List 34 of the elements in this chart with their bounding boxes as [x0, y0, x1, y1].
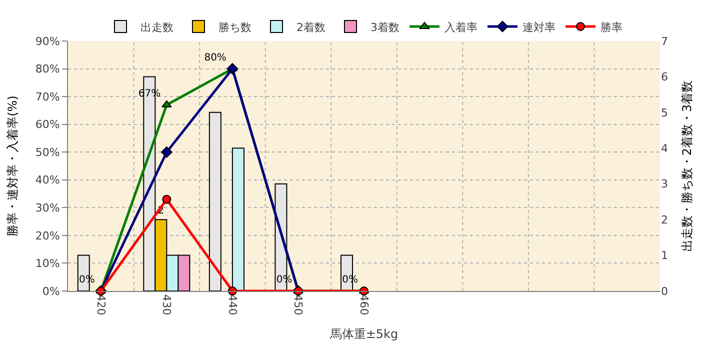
legend-label: 連対率	[522, 20, 556, 34]
y2-tick-label: 4	[661, 142, 668, 155]
y-tick-label: 40%	[35, 174, 60, 187]
legend-label: 勝率	[600, 20, 622, 34]
legend-label: 出走数	[140, 20, 174, 34]
x-tick-label: 460	[357, 294, 370, 316]
y-tick-label: 70%	[35, 90, 60, 104]
y2-tick-label: 1	[661, 249, 668, 262]
x-axis-title: 馬体重±5kg	[328, 327, 398, 342]
x-tick-label: 420	[94, 294, 108, 316]
legend-label: 3着数	[370, 20, 400, 34]
y-tick-label: 10%	[35, 257, 60, 270]
y-tick-label: 30%	[35, 202, 60, 215]
y2-tick-label: 0	[661, 284, 668, 298]
y2-axis-title: 出走数・勝ち数・2着数・3着数	[680, 80, 694, 252]
y-tick-label: 80%	[35, 62, 60, 76]
y2-tick-label: 2	[661, 213, 668, 226]
y-tick-label: 20%	[35, 229, 60, 242]
legend-label: 2着数	[296, 20, 326, 34]
y-axis-title: 勝率・連対率・入着率(%)	[6, 96, 20, 236]
y-tick-label: 90%	[35, 34, 60, 48]
x-tick-label: 440	[226, 294, 239, 316]
y-tick-label: 60%	[35, 118, 60, 132]
y2-tick-label: 5	[661, 106, 668, 120]
x-tick-label: 430	[160, 294, 174, 316]
y-tick-label: 0%	[42, 284, 60, 298]
legend-label: 入着率	[444, 20, 478, 34]
data-label: 80%	[204, 52, 226, 64]
y-tick-label: 50%	[35, 146, 60, 159]
x-tick-label: 450	[292, 294, 305, 316]
y2-tick-label: 7	[661, 34, 668, 48]
legend-label: 勝ち数	[218, 20, 252, 34]
y2-tick-label: 3	[661, 178, 668, 191]
y2-tick-label: 6	[661, 70, 668, 84]
